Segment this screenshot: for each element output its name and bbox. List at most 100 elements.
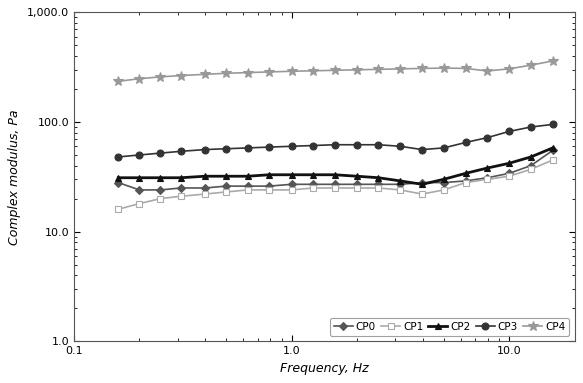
CP3	[397, 144, 404, 149]
Line: CP4: CP4	[114, 56, 557, 86]
CP2	[201, 174, 208, 178]
CP1	[177, 194, 184, 198]
Line: CP2: CP2	[115, 145, 556, 187]
CP3	[288, 144, 295, 149]
CP0	[419, 180, 426, 185]
CP0	[288, 182, 295, 187]
CP0	[505, 171, 512, 176]
CP2	[353, 174, 360, 178]
CP4	[177, 73, 184, 78]
CP1	[136, 201, 143, 206]
CP4	[528, 63, 535, 67]
CP1	[440, 188, 447, 192]
CP4	[288, 69, 295, 74]
CP4	[462, 66, 469, 71]
CP4	[549, 59, 556, 63]
CP4	[353, 67, 360, 72]
Legend: CP0, CP1, CP2, CP3, CP4: CP0, CP1, CP2, CP3, CP4	[330, 318, 570, 336]
CP4	[115, 79, 122, 83]
CP0	[484, 175, 491, 180]
CP2	[462, 171, 469, 176]
CP0	[353, 182, 360, 187]
CP1	[244, 188, 251, 192]
CP1	[223, 190, 230, 194]
CP1	[266, 188, 273, 192]
CP2	[528, 155, 535, 159]
CP4	[201, 72, 208, 77]
CP1	[201, 192, 208, 196]
CP4	[397, 67, 404, 71]
CP0	[157, 188, 164, 192]
CP4	[440, 66, 447, 70]
CP0	[115, 180, 122, 185]
CP4	[419, 66, 426, 71]
CP3	[353, 142, 360, 147]
CP1	[505, 174, 512, 178]
CP0	[375, 182, 382, 187]
CP3	[375, 142, 382, 147]
CP1	[397, 188, 404, 192]
CP3	[419, 147, 426, 152]
CP0	[223, 184, 230, 188]
CP0	[549, 148, 556, 153]
CP1	[528, 167, 535, 172]
CP2	[115, 175, 122, 180]
CP3	[157, 151, 164, 155]
CP1	[549, 158, 556, 162]
CP0	[177, 186, 184, 190]
CP1	[353, 186, 360, 190]
CP2	[177, 175, 184, 180]
CP4	[136, 77, 143, 81]
CP3	[177, 149, 184, 154]
CP2	[397, 178, 404, 183]
CP2	[549, 146, 556, 150]
CP2	[288, 172, 295, 177]
CP3	[549, 122, 556, 127]
CP3	[484, 135, 491, 140]
Line: CP1: CP1	[115, 157, 556, 212]
CP0	[331, 182, 338, 187]
CP1	[115, 207, 122, 211]
CP4	[266, 70, 273, 74]
CP2	[440, 177, 447, 182]
CP0	[462, 178, 469, 183]
CP2	[310, 172, 317, 177]
CP3	[266, 145, 273, 149]
CP1	[484, 177, 491, 182]
CP1	[419, 192, 426, 196]
CP2	[266, 172, 273, 177]
CP3	[115, 155, 122, 159]
CP2	[331, 172, 338, 177]
CP2	[375, 175, 382, 180]
CP4	[375, 67, 382, 72]
X-axis label: Frequency, Hz: Frequency, Hz	[280, 362, 368, 375]
CP2	[136, 175, 143, 180]
CP3	[136, 153, 143, 157]
CP4	[331, 68, 338, 73]
CP3	[331, 142, 338, 147]
CP0	[266, 184, 273, 188]
CP3	[528, 125, 535, 129]
CP3	[244, 146, 251, 150]
CP0	[310, 182, 317, 187]
CP4	[223, 71, 230, 75]
CP2	[223, 174, 230, 178]
CP0	[440, 180, 447, 185]
CP2	[505, 161, 512, 165]
CP3	[505, 129, 512, 134]
CP2	[419, 182, 426, 187]
Line: CP3: CP3	[115, 121, 556, 160]
CP4	[484, 69, 491, 73]
CP0	[201, 186, 208, 190]
CP4	[505, 67, 512, 71]
CP3	[310, 143, 317, 148]
Line: CP0: CP0	[115, 148, 556, 193]
CP4	[310, 69, 317, 73]
CP0	[528, 163, 535, 168]
CP3	[201, 147, 208, 152]
CP1	[310, 186, 317, 190]
CP0	[244, 184, 251, 188]
CP3	[223, 146, 230, 151]
CP3	[462, 140, 469, 145]
CP1	[462, 180, 469, 185]
